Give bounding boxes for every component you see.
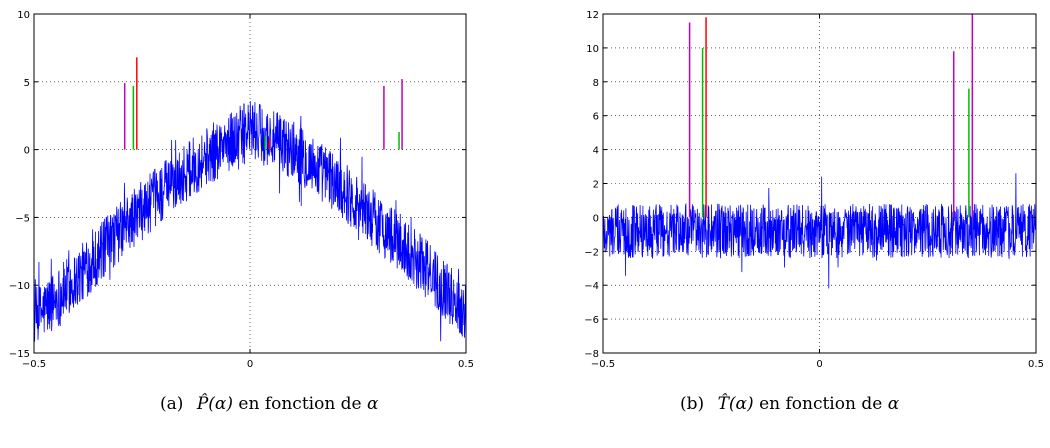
- chart-b-noise-series: [602, 173, 1037, 289]
- x-tick-label: 0: [247, 359, 253, 370]
- y-tick-label: 8: [593, 78, 599, 89]
- caption-b-text: en fonction de: [759, 394, 883, 414]
- chart-b-grid: [603, 14, 1036, 353]
- caption-a-symbol: P̂(α): [196, 394, 233, 414]
- x-tick-label: −0.5: [22, 359, 46, 370]
- chart-a-noise-series: [33, 101, 467, 344]
- y-tick-label: 6: [593, 112, 599, 123]
- x-tick-label: 0: [816, 359, 822, 370]
- y-tick-label: 4: [593, 146, 599, 157]
- y-tick-label: 12: [586, 10, 599, 21]
- x-tick-label: −0.5: [591, 359, 615, 370]
- y-tick-label: −4: [584, 281, 599, 292]
- y-tick-label: 10: [17, 10, 30, 21]
- chart-a: −15 −10 −5 0 5 10 −0.5 0 0.5: [9, 10, 474, 370]
- caption-a-tag: (a): [160, 394, 184, 414]
- y-tick-label: 10: [586, 44, 599, 55]
- caption-b-tag: (b): [680, 394, 705, 414]
- y-tick-label: −10: [9, 281, 30, 292]
- x-tick-label: 0.5: [458, 359, 474, 370]
- caption-a-var: α: [367, 394, 379, 414]
- y-tick-label: 2: [593, 180, 599, 191]
- y-tick-label: −15: [9, 349, 30, 360]
- caption-b-var: α: [887, 394, 900, 414]
- y-tick-label: −2: [584, 247, 599, 258]
- y-tick-label: −6: [584, 315, 599, 326]
- caption-a: (a) P̂(α) en fonction de α: [160, 394, 379, 414]
- caption-b: (b) T̂(α) en fonction de α: [680, 394, 899, 414]
- chart-a-grid: [34, 14, 466, 353]
- y-tick-label: −8: [584, 349, 599, 360]
- y-tick-label: 5: [24, 78, 30, 89]
- y-tick-label: −5: [15, 213, 30, 224]
- y-tick-label: 0: [24, 146, 30, 157]
- chart-b: −8 −6 −4 −2 0 2 4 6 8 10 12 −0.5 0 0.5: [584, 10, 1044, 370]
- caption-a-text: en fonction de: [238, 394, 362, 414]
- y-tick-label: 0: [593, 213, 599, 224]
- x-tick-label: 0.5: [1028, 359, 1044, 370]
- caption-b-symbol: T̂(α): [717, 394, 754, 414]
